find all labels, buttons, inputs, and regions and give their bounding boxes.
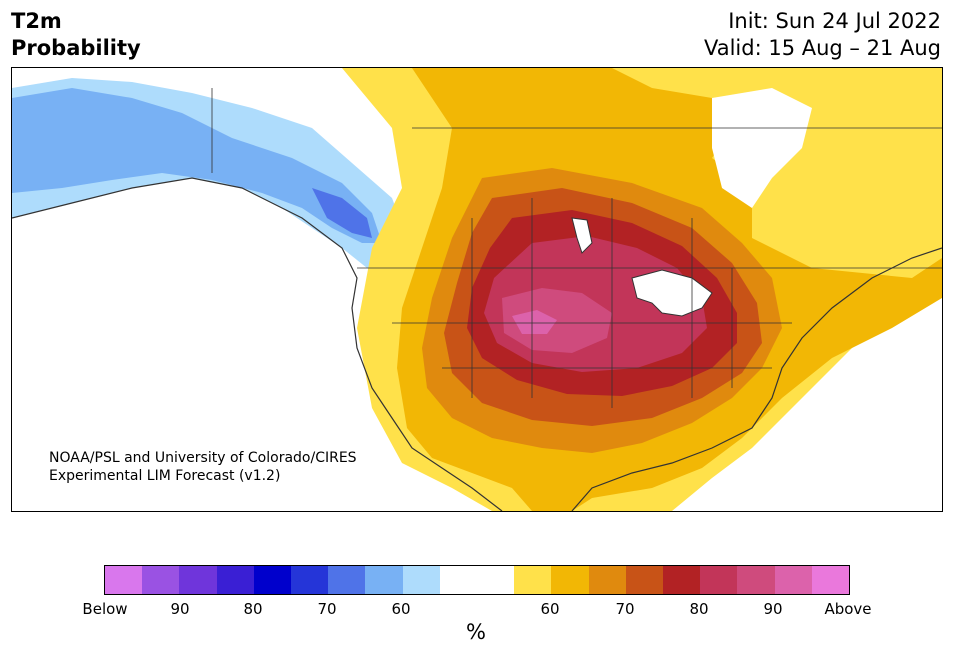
colorbar-segment — [477, 566, 515, 594]
title-right: Init: Sun 24 Jul 2022 Valid: 15 Aug – 21… — [704, 8, 941, 62]
colorbar-segment — [291, 566, 329, 594]
colorbar-tick-label: 60 — [540, 600, 560, 618]
forecast-map — [11, 67, 943, 512]
below-70-region — [12, 88, 382, 243]
colorbar-tick-label: Below — [82, 600, 128, 618]
above-90-region — [502, 288, 612, 353]
colorbar-segment — [737, 566, 775, 594]
valid-range: Valid: 15 Aug – 21 Aug — [703, 36, 941, 60]
credit-line-1: NOAA/PSL and University of Colorado/CIRE… — [49, 450, 357, 466]
colorbar-tick-label: 60 — [391, 600, 411, 618]
init-date: Init: Sun 24 Jul 2022 — [728, 9, 941, 33]
credit-text: NOAA/PSL and University of Colorado/CIRE… — [49, 449, 357, 485]
colorbar-tick-label: 70 — [615, 600, 635, 618]
colorbar-segment — [179, 566, 217, 594]
colorbar-segment — [253, 566, 292, 594]
colorbar — [104, 565, 850, 595]
colorbar-segment — [365, 566, 403, 594]
colorbar-unit: % — [466, 620, 486, 644]
colorbar-segment — [142, 566, 180, 594]
colorbar-tick-label: 80 — [243, 600, 263, 618]
hudson-bay — [712, 88, 812, 208]
colorbar-tick-label: 80 — [689, 600, 709, 618]
coastline — [12, 177, 942, 511]
colorbar-segment — [105, 566, 143, 594]
colorbar-segment — [774, 566, 812, 594]
colorbar-segment — [811, 566, 850, 594]
variable-label: T2m — [11, 9, 62, 33]
colorbar-segment — [551, 566, 589, 594]
title-left: T2m Probability — [11, 8, 141, 62]
colorbar-segment — [216, 566, 254, 594]
colorbar-segment — [700, 566, 738, 594]
colorbar-tick-label: 70 — [317, 600, 337, 618]
colorbar-segment — [625, 566, 664, 594]
colorbar-segment — [402, 566, 440, 594]
colorbar-tick-label: 90 — [170, 600, 190, 618]
colorbar-segment — [514, 566, 552, 594]
map-svg — [12, 68, 942, 511]
colorbar-segment — [663, 566, 701, 594]
colorbar-tick-label: Above — [824, 600, 872, 618]
colorbar-segment — [439, 566, 478, 594]
credit-line-2: Experimental LIM Forecast (v1.2) — [49, 468, 281, 484]
below-80-region — [312, 188, 372, 238]
product-label: Probability — [11, 36, 141, 60]
colorbar-tick-label: 90 — [763, 600, 783, 618]
colorbar-segment — [588, 566, 626, 594]
above-95-region — [512, 310, 557, 334]
colorbar-segment — [328, 566, 366, 594]
state-borders — [211, 88, 942, 408]
